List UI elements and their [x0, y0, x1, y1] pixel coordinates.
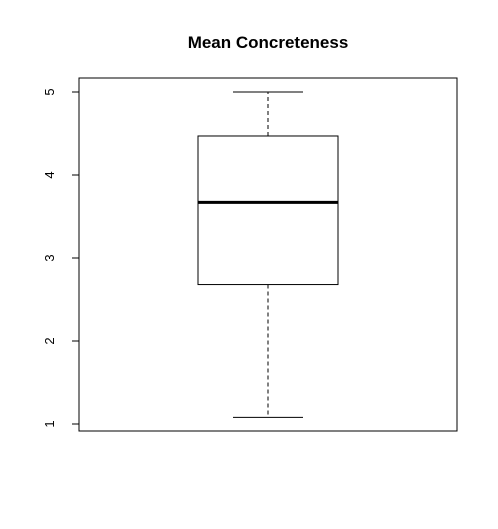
iqr-box — [197, 135, 339, 286]
y-axis: 1 2 3 4 5 — [42, 88, 80, 428]
y-tick-label: 2 — [42, 337, 57, 344]
y-tick-label: 4 — [42, 171, 57, 178]
box-group — [197, 91, 339, 418]
y-tick-label: 3 — [42, 254, 57, 261]
chart-title: Mean Concreteness — [188, 33, 349, 52]
y-tick-label: 5 — [42, 88, 57, 95]
y-tick-label: 1 — [42, 420, 57, 427]
